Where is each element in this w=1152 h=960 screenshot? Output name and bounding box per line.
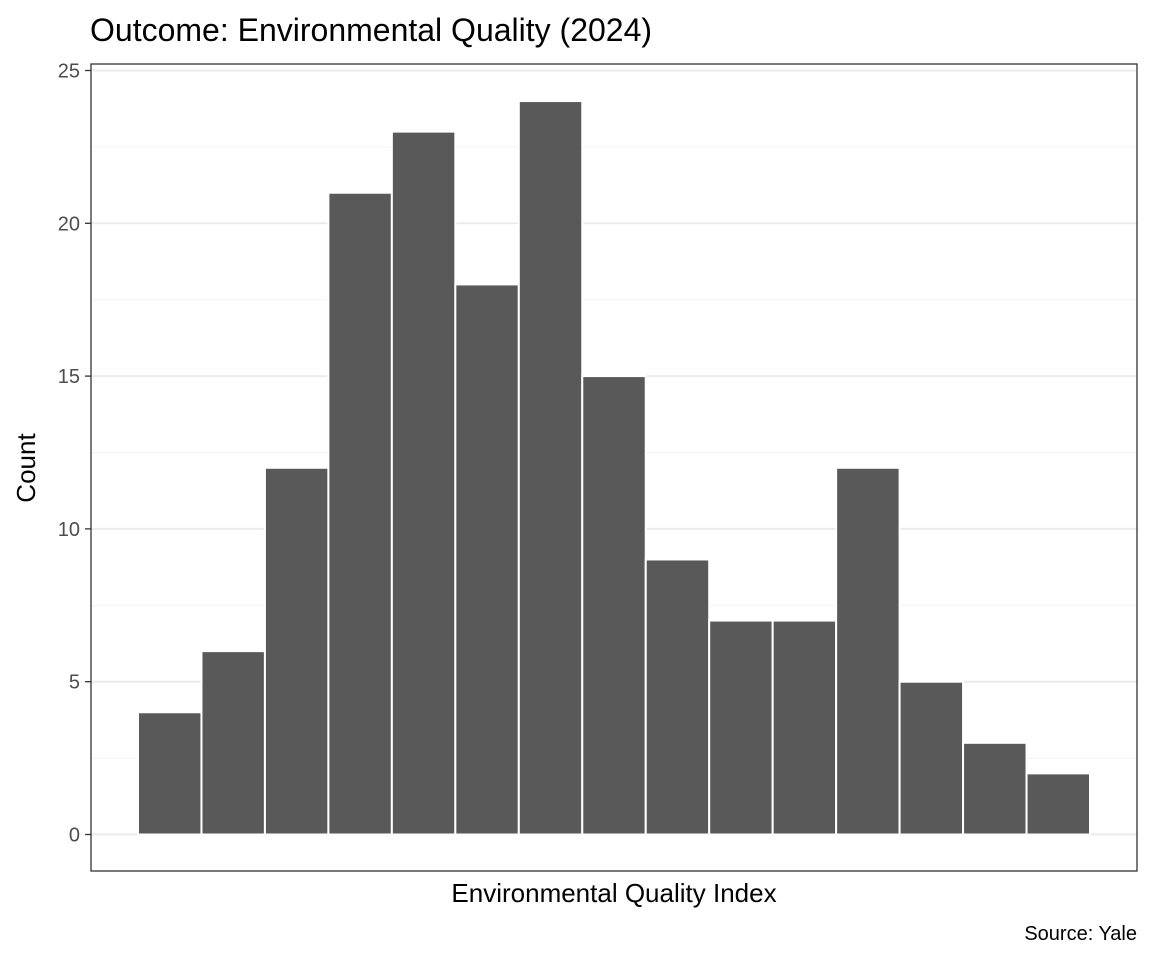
- y-tick-label: 0: [69, 825, 80, 847]
- histogram-bars: [137, 100, 1091, 836]
- y-axis-ticks: 0 5 10 15 20 25: [58, 61, 91, 847]
- histogram-bar: [200, 650, 266, 836]
- chart-title: Outcome: Environmental Quality (2024): [90, 12, 652, 48]
- histogram-bar: [835, 466, 901, 836]
- plot-panel-border: [90, 63, 1138, 872]
- histogram-bar: [454, 283, 520, 836]
- histogram-bar: [1025, 772, 1091, 836]
- y-axis-title: Count: [11, 433, 41, 503]
- histogram-bar: [898, 680, 965, 836]
- histogram-bar: [327, 191, 393, 836]
- histogram-bar: [517, 100, 584, 836]
- histogram-bar: [263, 466, 330, 836]
- chart-caption: Source: Yale: [1024, 923, 1137, 945]
- y-tick-label: 20: [58, 213, 80, 235]
- x-axis-title: Environmental Quality Index: [451, 878, 776, 908]
- y-tick-label: 5: [69, 672, 80, 694]
- histogram-bar: [644, 558, 711, 836]
- histogram-bar: [137, 711, 203, 836]
- y-tick-label: 15: [58, 366, 80, 388]
- y-tick-label: 25: [58, 61, 80, 83]
- histogram-bar: [708, 619, 774, 836]
- histogram-bar: [962, 741, 1028, 836]
- y-tick-label: 10: [58, 519, 80, 541]
- histogram-bar: [581, 375, 647, 836]
- histogram-bar: [390, 130, 457, 836]
- histogram-bar: [771, 619, 838, 836]
